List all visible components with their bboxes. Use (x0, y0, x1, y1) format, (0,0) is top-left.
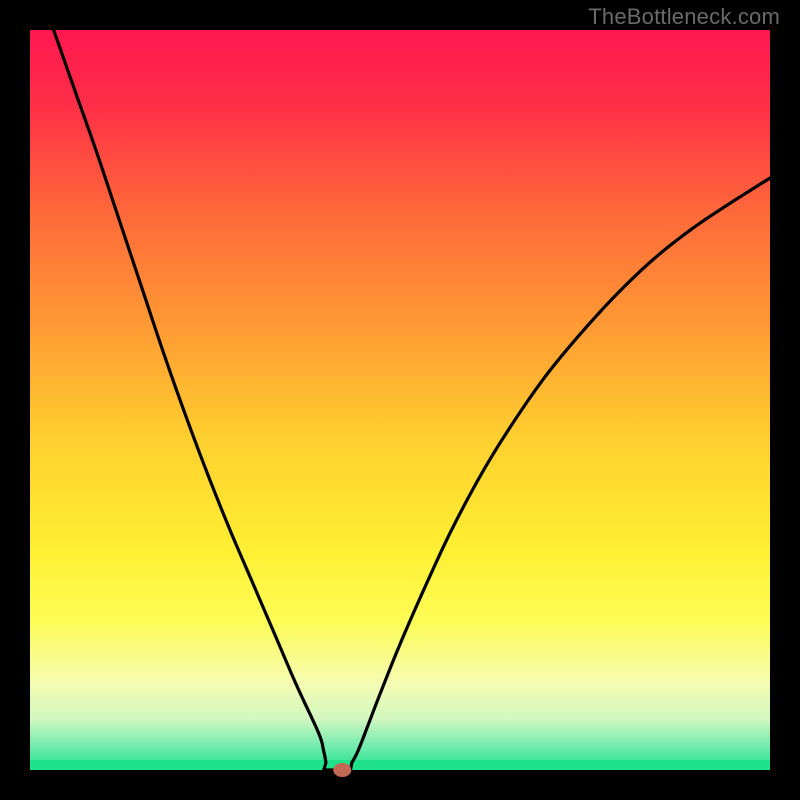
plot-bottom-strip (30, 760, 770, 770)
minimum-marker (333, 763, 351, 777)
watermark-text: TheBottleneck.com (588, 4, 780, 30)
chart-container: TheBottleneck.com (0, 0, 800, 800)
chart-svg (0, 0, 800, 800)
plot-background-gradient (30, 30, 770, 770)
